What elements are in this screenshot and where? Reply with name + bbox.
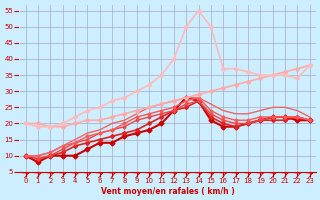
X-axis label: Vent moyen/en rafales ( km/h ): Vent moyen/en rafales ( km/h ) — [101, 187, 235, 196]
